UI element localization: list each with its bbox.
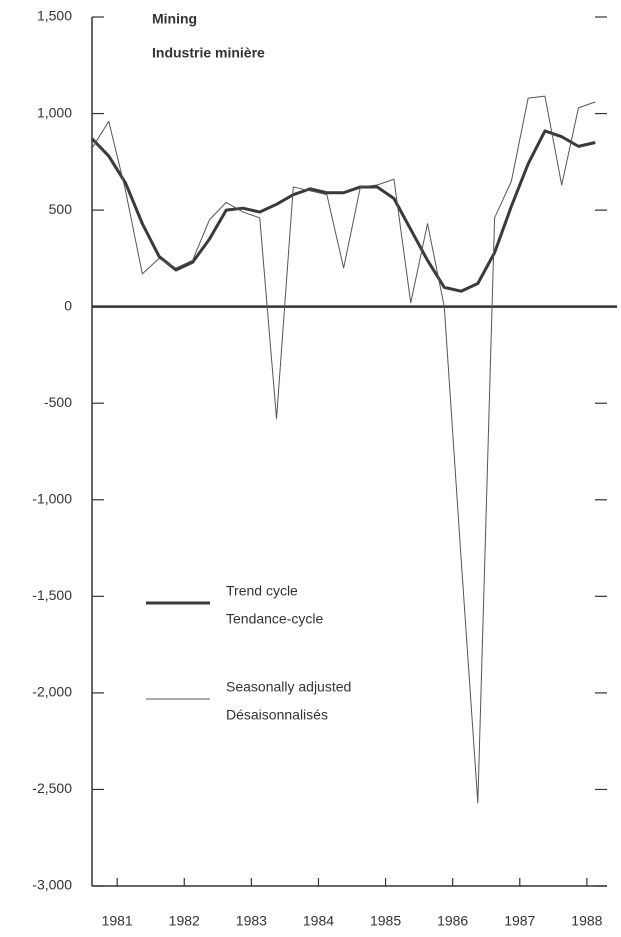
y-tick-label: -2,500 bbox=[32, 780, 72, 796]
y-tick-label: 0 bbox=[64, 297, 72, 313]
y-tick-label: -500 bbox=[44, 394, 72, 410]
series-line bbox=[91, 95, 596, 804]
chart-subtitle: Industrie minière bbox=[152, 45, 265, 61]
x-tick-label: 1983 bbox=[236, 913, 267, 929]
chart-title: Mining bbox=[152, 11, 197, 27]
x-tick-label: 1987 bbox=[504, 913, 535, 929]
y-tick-label: -1,500 bbox=[32, 587, 72, 603]
x-tick-label: 1985 bbox=[370, 913, 401, 929]
legend-label: Désaisonnalisés bbox=[226, 707, 328, 723]
legend-label: Trend cycle bbox=[226, 583, 298, 599]
x-tick-label: 1981 bbox=[102, 913, 133, 929]
y-tick-label: -3,000 bbox=[32, 877, 72, 893]
x-tick-label: 1984 bbox=[303, 913, 334, 929]
y-tick-label: 500 bbox=[49, 201, 73, 217]
y-tick-label: 1,500 bbox=[37, 8, 72, 24]
series-line bbox=[90, 129, 596, 293]
legend-label: Seasonally adjusted bbox=[226, 679, 351, 695]
y-tick-label: 1,000 bbox=[37, 104, 72, 120]
x-tick-label: 1986 bbox=[437, 913, 468, 929]
x-tick-label: 1988 bbox=[571, 913, 602, 929]
x-tick-label: 1982 bbox=[169, 913, 200, 929]
legend-label: Tendance-cycle bbox=[226, 611, 323, 627]
y-tick-label: -1,000 bbox=[32, 490, 72, 506]
y-tick-label: -2,000 bbox=[32, 684, 72, 700]
